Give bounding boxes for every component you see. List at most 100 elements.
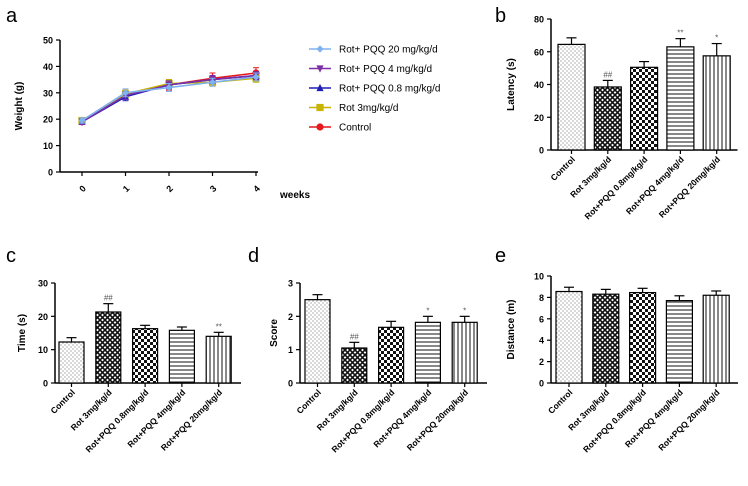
legend-marker xyxy=(316,83,324,92)
bar xyxy=(557,43,586,151)
y-tick-label: 0 xyxy=(48,168,53,178)
y-tick-label: 0 xyxy=(43,379,48,389)
panel-label-e: e xyxy=(495,245,506,267)
x-tick-label: Control xyxy=(546,387,574,415)
x-tick-label: Rot+PQQ 0.8mg/kg/d xyxy=(581,387,648,454)
x-tick-label: Rot+PQQ 20mg/kg/d xyxy=(405,387,470,452)
y-axis-title: Weight (g) xyxy=(14,82,25,131)
legend-item: Control xyxy=(309,123,371,134)
y-axis-title: Score xyxy=(269,319,280,347)
x-tick-label: Rot+PQQ 0.8mg/kg/d xyxy=(582,154,649,221)
bar xyxy=(593,86,622,151)
bar xyxy=(168,329,195,384)
y-tick-label: 8 xyxy=(539,293,544,303)
x-tick-label: 1 xyxy=(121,183,132,194)
bar xyxy=(451,321,478,384)
y-tick-label: 0 xyxy=(539,146,544,156)
y-tick-label: 10 xyxy=(43,141,53,151)
y-tick-label: 6 xyxy=(539,314,544,324)
bar xyxy=(132,328,159,384)
x-tick-label: Rot+PQQ 20mg/kg/d xyxy=(159,387,224,452)
legend-label: Control xyxy=(339,123,371,134)
x-axis-title: weeks xyxy=(279,190,310,201)
data-point xyxy=(121,89,130,97)
bar xyxy=(702,55,731,151)
y-tick-label: 0 xyxy=(288,379,293,389)
y-tick-label: 4 xyxy=(539,336,544,346)
significance-label: ## xyxy=(603,70,612,79)
x-tick-label: Rot+PQQ 20mg/kg/d xyxy=(656,387,721,452)
panel-label-a: a xyxy=(6,5,18,27)
y-tick-label: 20 xyxy=(38,312,48,322)
y-tick-label: 2 xyxy=(288,312,293,322)
bar xyxy=(702,294,730,384)
legend-marker xyxy=(316,123,324,131)
panel-label-b: b xyxy=(495,5,506,27)
series-control xyxy=(78,67,260,126)
significance-label: * xyxy=(463,306,466,315)
x-tick-label: 3 xyxy=(208,183,219,194)
significance-label: ## xyxy=(350,332,359,341)
significance-label: ## xyxy=(104,294,113,303)
x-tick-label: Control xyxy=(48,387,76,415)
series-rot_pqq_20 xyxy=(78,72,260,125)
x-tick-label: 2 xyxy=(164,183,175,194)
significance-label: * xyxy=(426,306,429,315)
y-tick-label: 10 xyxy=(534,272,544,282)
bar xyxy=(378,326,405,384)
y-tick-label: 0 xyxy=(539,379,544,389)
y-tick-label: 30 xyxy=(38,279,48,289)
legend-item: Rot 3mg/kg/d xyxy=(309,103,398,114)
panel-label-d: d xyxy=(248,245,259,267)
y-tick-label: 20 xyxy=(534,113,544,123)
legend-label: Rot+ PQQ 20 mg/kg/d xyxy=(339,45,438,56)
legend-marker xyxy=(316,45,324,53)
y-tick-label: 3 xyxy=(288,279,293,289)
data-point xyxy=(78,116,86,125)
y-axis-title: Distance (m) xyxy=(506,299,517,359)
y-tick-label: 50 xyxy=(43,36,53,46)
y-tick-label: 1 xyxy=(288,345,293,355)
data-point xyxy=(165,83,173,92)
bar xyxy=(665,300,694,384)
legend-label: Rot+ PQQ 4 mg/kg/d xyxy=(339,64,432,75)
legend-label: Rot+ PQQ 0.8 mg/kg/d xyxy=(339,84,440,95)
legend-item: Rot+ PQQ 0.8 mg/kg/d xyxy=(309,84,440,95)
y-axis-title: Latency (s) xyxy=(506,58,517,111)
bar xyxy=(341,347,368,384)
x-tick-label: Rot+PQQ 0.8mg/kg/d xyxy=(83,387,150,454)
y-axis-title: Time (s) xyxy=(17,314,28,352)
panel-label-c: c xyxy=(6,245,16,267)
significance-label: ** xyxy=(216,322,222,331)
legend-marker xyxy=(316,103,324,112)
legend-item: Rot+ PQQ 20 mg/kg/d xyxy=(309,45,438,56)
x-tick-label: Control xyxy=(294,387,322,415)
x-tick-label: Rot+PQQ 0.8mg/kg/d xyxy=(329,387,396,454)
legend-item: Rot+ PQQ 4 mg/kg/d xyxy=(309,64,432,75)
legend-marker xyxy=(316,65,324,73)
bar xyxy=(304,299,331,384)
y-tick-label: 80 xyxy=(534,15,544,25)
bar xyxy=(95,311,122,384)
x-tick-label: Control xyxy=(548,154,576,182)
x-tick-label: Rot+PQQ 20mg/kg/d xyxy=(657,154,722,219)
significance-label: ** xyxy=(677,29,683,38)
bar xyxy=(414,321,441,384)
bar xyxy=(628,291,657,384)
bar xyxy=(58,341,85,384)
weight-plot-area: 0 10 20 30 40 50 0 1 2 3 4 weeks Weight (g) xyxy=(14,36,310,202)
y-tick-label: 2 xyxy=(539,357,544,367)
y-tick-label: 40 xyxy=(534,80,544,90)
bar xyxy=(666,46,695,151)
data-point xyxy=(208,78,217,86)
y-tick-label: 40 xyxy=(43,62,53,72)
legend-label: Rot 3mg/kg/d xyxy=(339,103,398,114)
y-tick-label: 10 xyxy=(38,345,48,355)
significance-label: * xyxy=(715,34,718,43)
weight-legend: Rot+ PQQ 20 mg/kg/d Rot+ PQQ 4 mg/kg/d Rot… xyxy=(309,45,440,134)
weight-line-chart: 0 10 20 30 40 50 0 1 2 3 4 weeks Weight (g) Rot+ PQQ… xyxy=(14,36,440,202)
bar xyxy=(555,290,583,384)
